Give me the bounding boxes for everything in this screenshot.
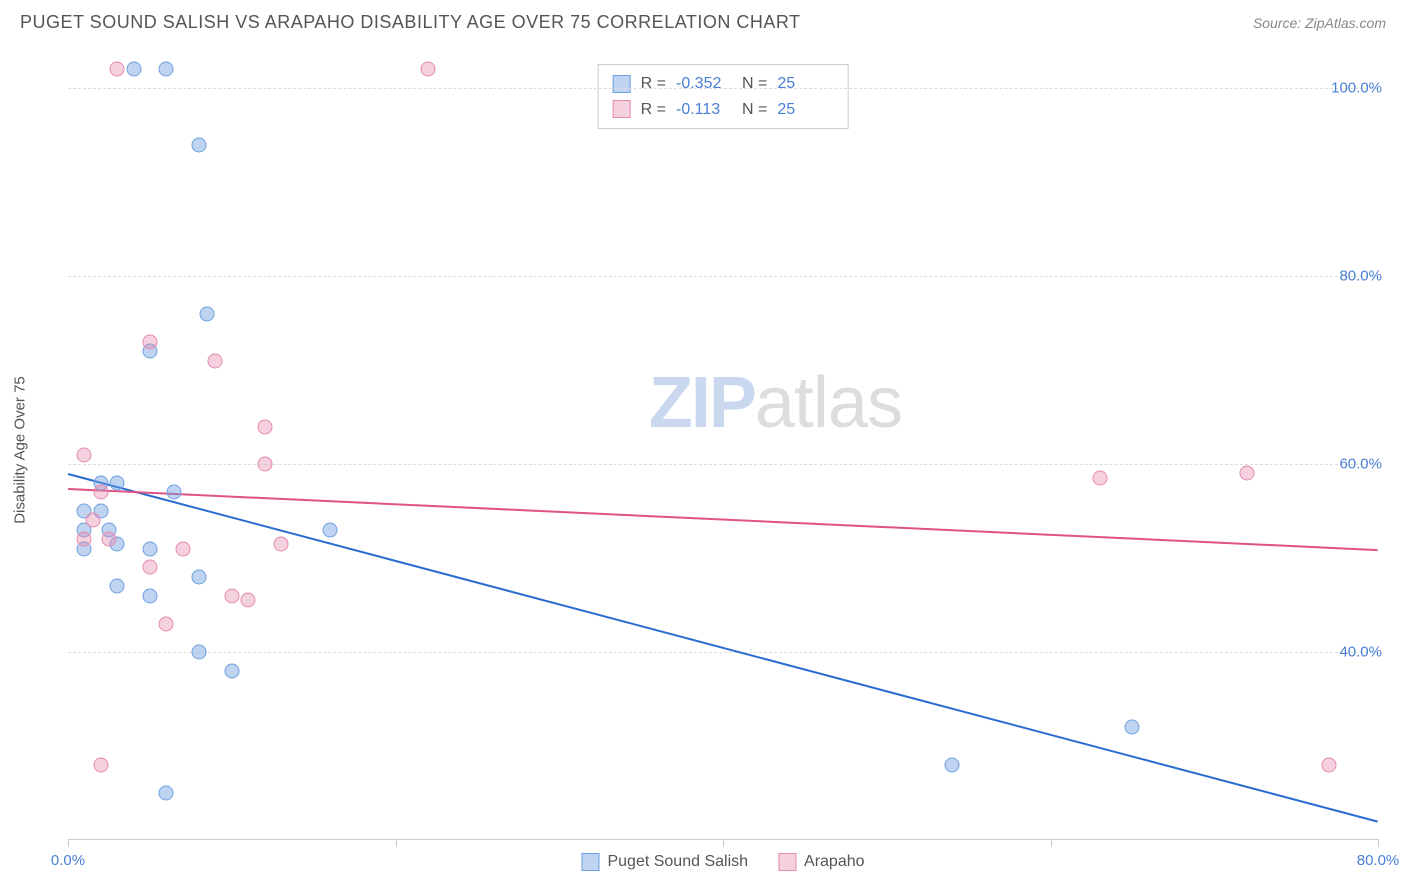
- scatter-point: [257, 419, 272, 434]
- scatter-point: [110, 62, 125, 77]
- scatter-point: [1092, 471, 1107, 486]
- scatter-point: [77, 532, 92, 547]
- source-attribution: Source: ZipAtlas.com: [1253, 15, 1386, 31]
- scatter-point: [142, 560, 157, 575]
- legend: Puget Sound Salish Arapaho: [581, 853, 864, 871]
- scatter-point: [257, 457, 272, 472]
- scatter-point: [224, 588, 239, 603]
- scatter-point: [200, 306, 215, 321]
- stats-n-label: N =: [742, 71, 767, 97]
- swatch-series2: [613, 100, 631, 118]
- plot-area: ZIPatlas R = -0.352 N = 25 R = -0.113 N …: [68, 60, 1378, 840]
- x-tick: [723, 839, 724, 847]
- scatter-point: [192, 645, 207, 660]
- legend-label-1: Puget Sound Salish: [607, 853, 748, 871]
- x-tick-label: 80.0%: [1357, 852, 1400, 869]
- chart-title: PUGET SOUND SALISH VS ARAPAHO DISABILITY…: [20, 12, 801, 33]
- scatter-point: [241, 593, 256, 608]
- stats-r-value-2: -0.113: [676, 97, 732, 123]
- scatter-point: [421, 62, 436, 77]
- trend-line: [68, 474, 1379, 824]
- scatter-point: [142, 588, 157, 603]
- scatter-point: [1125, 720, 1140, 735]
- scatter-point: [110, 475, 125, 490]
- x-tick-label: 0.0%: [51, 852, 85, 869]
- scatter-point: [93, 757, 108, 772]
- chart-header: PUGET SOUND SALISH VS ARAPAHO DISABILITY…: [0, 0, 1406, 41]
- y-tick-label: 100.0%: [1331, 80, 1382, 97]
- chart-container: Disability Age Over 75 ZIPatlas R = -0.3…: [48, 50, 1388, 850]
- gridline: [68, 276, 1378, 277]
- scatter-point: [224, 663, 239, 678]
- watermark-part1: ZIP: [649, 363, 755, 443]
- stats-n-value-1: 25: [777, 71, 833, 97]
- scatter-point: [142, 334, 157, 349]
- legend-swatch-1: [581, 853, 599, 871]
- gridline: [68, 88, 1378, 89]
- scatter-point: [101, 532, 116, 547]
- trend-line: [68, 488, 1378, 551]
- scatter-point: [93, 485, 108, 500]
- y-tick-label: 40.0%: [1339, 644, 1382, 661]
- x-tick: [68, 839, 69, 847]
- y-tick-label: 60.0%: [1339, 456, 1382, 473]
- legend-label-2: Arapaho: [804, 853, 865, 871]
- scatter-point: [1321, 757, 1336, 772]
- x-tick: [1378, 839, 1379, 847]
- scatter-point: [126, 62, 141, 77]
- stats-r-value-1: -0.352: [676, 71, 732, 97]
- stats-row-series1: R = -0.352 N = 25: [613, 71, 834, 97]
- watermark-part2: atlas: [755, 363, 902, 443]
- gridline: [68, 652, 1378, 653]
- stats-r-label: R =: [641, 97, 666, 123]
- scatter-point: [192, 137, 207, 152]
- scatter-point: [85, 513, 100, 528]
- x-tick: [396, 839, 397, 847]
- scatter-point: [142, 541, 157, 556]
- x-tick: [1051, 839, 1052, 847]
- legend-swatch-2: [778, 853, 796, 871]
- legend-item-series2: Arapaho: [778, 853, 865, 871]
- scatter-point: [323, 522, 338, 537]
- scatter-point: [208, 353, 223, 368]
- watermark: ZIPatlas: [649, 362, 902, 444]
- stats-box: R = -0.352 N = 25 R = -0.113 N = 25: [598, 64, 849, 129]
- scatter-point: [159, 62, 174, 77]
- stats-r-label: R =: [641, 71, 666, 97]
- scatter-point: [110, 579, 125, 594]
- scatter-point: [77, 447, 92, 462]
- scatter-point: [1240, 466, 1255, 481]
- scatter-point: [159, 616, 174, 631]
- scatter-point: [159, 786, 174, 801]
- legend-item-series1: Puget Sound Salish: [581, 853, 748, 871]
- scatter-point: [175, 541, 190, 556]
- y-tick-label: 80.0%: [1339, 268, 1382, 285]
- y-axis-label: Disability Age Over 75: [12, 376, 29, 524]
- scatter-point: [273, 536, 288, 551]
- stats-n-label: N =: [742, 97, 767, 123]
- scatter-point: [945, 757, 960, 772]
- scatter-point: [192, 569, 207, 584]
- scatter-point: [167, 485, 182, 500]
- stats-n-value-2: 25: [777, 97, 833, 123]
- swatch-series1: [613, 75, 631, 93]
- stats-row-series2: R = -0.113 N = 25: [613, 97, 834, 123]
